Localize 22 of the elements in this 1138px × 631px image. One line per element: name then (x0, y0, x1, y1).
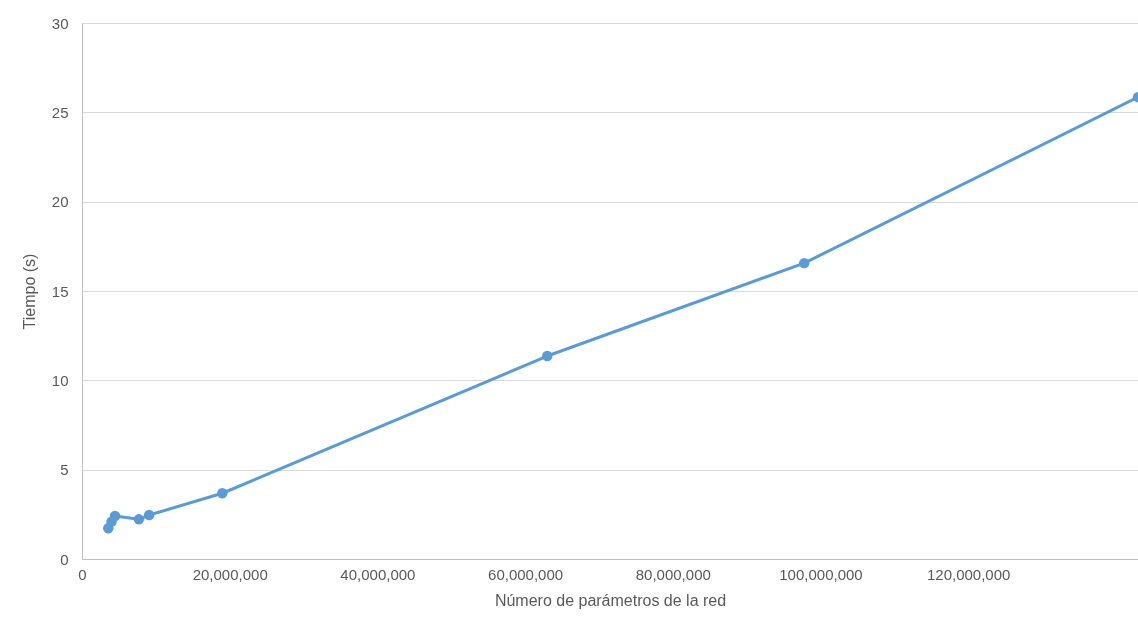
y-tick-label: 5 (60, 461, 69, 479)
point (217, 488, 228, 499)
y-tick-label: 0 (60, 550, 69, 568)
point (143, 509, 155, 521)
y-axis-title: Tiempo (s) (20, 253, 38, 330)
point (109, 510, 121, 522)
y-tick-label: 15 (51, 282, 69, 300)
x-tick-label: 120,000,000 (926, 565, 1011, 583)
x-tick-label: 40,000,000 (340, 565, 416, 583)
point (133, 514, 145, 525)
x-tick-label: 100,000,000 (779, 565, 863, 583)
y-tick-label: 30 (51, 14, 69, 32)
x-axis-title: Número de parámetros de la red (494, 591, 727, 609)
x-tick-label: 60,000,000 (488, 565, 564, 583)
x-tick-label: 80,000,000 (635, 565, 711, 583)
point (798, 257, 810, 269)
y-tick-label: 10 (51, 371, 69, 389)
y-tick-label: 25 (51, 103, 69, 121)
y-tick-label: 20 (51, 193, 69, 211)
x-tick-label: 20,000,000 (192, 565, 268, 583)
x-tick-label: 0 (78, 565, 87, 583)
point (541, 350, 553, 362)
